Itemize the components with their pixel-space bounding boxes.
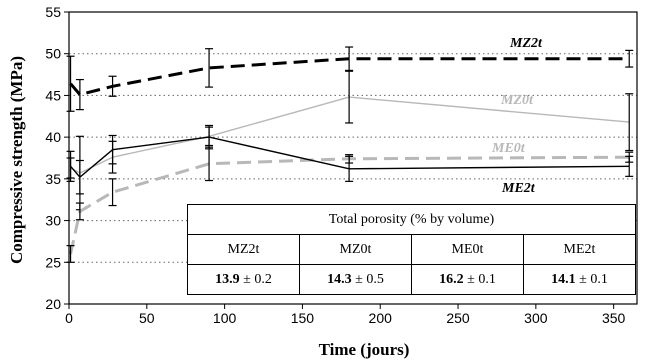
x-axis-title: Time (jours) (319, 340, 410, 359)
series-label-me0t: ME0t (491, 141, 526, 156)
x-tick-label: 350 (602, 310, 626, 326)
table-cell: 14.1 ± 0.1 (523, 264, 636, 295)
table-col-header: MZ0t (299, 234, 412, 265)
porosity-value: 13.9 (215, 271, 240, 287)
series-label-mz0t: MZ0t (500, 93, 534, 108)
x-tick-label: 250 (446, 310, 470, 326)
table-cell: 13.9 ± 0.2 (187, 264, 300, 295)
x-tick-label: 0 (65, 310, 73, 326)
porosity-error: ± 0.2 (243, 271, 272, 287)
table-cell: 16.2 ± 0.1 (411, 264, 524, 295)
table-col-header: ME2t (523, 234, 636, 265)
y-tick-label: 30 (45, 213, 61, 229)
porosity-table: Total porosity (% by volume) MZ2t MZ0t M… (187, 204, 636, 295)
table-title: Total porosity (% by volume) (187, 204, 636, 235)
y-tick-label: 35 (45, 171, 61, 187)
y-tick-label: 45 (45, 87, 61, 103)
table-cell: 14.3 ± 0.5 (299, 264, 412, 295)
porosity-value: 16.2 (439, 271, 464, 287)
table-header-row: Total porosity (% by volume) (187, 204, 636, 235)
series-label-mz2t: MZ2t (509, 36, 543, 51)
porosity-error: ± 0.1 (579, 271, 608, 287)
x-tick-label: 200 (369, 310, 393, 326)
porosity-error: ± 0.5 (355, 271, 384, 287)
x-tick-label: 100 (213, 310, 237, 326)
series-label-me2t: ME2t (501, 181, 536, 196)
table-col-header: ME0t (411, 234, 524, 265)
x-tick-label: 300 (524, 310, 548, 326)
series-line-mz2t (69, 57, 630, 97)
series-line-me2t (70, 136, 630, 179)
y-axis-title: Compressive strength (MPa) (7, 56, 26, 264)
x-tick-label: 50 (139, 310, 155, 326)
table-row: MZ2t MZ0t ME0t ME2t (187, 234, 636, 265)
y-tick-label: 55 (45, 4, 61, 20)
porosity-value: 14.1 (551, 271, 576, 287)
y-tick-label: 25 (45, 254, 61, 270)
series-line-mz0t (70, 96, 630, 174)
porosity-error: ± 0.1 (467, 271, 496, 287)
y-tick-label: 20 (45, 296, 61, 312)
plot-frame (68, 11, 638, 305)
table-row: 13.9 ± 0.2 14.3 ± 0.5 16.2 ± 0.1 14.1 ± … (187, 264, 636, 295)
y-tick-label: 50 (45, 46, 61, 62)
x-tick-label: 150 (291, 310, 315, 326)
y-tick-label: 40 (45, 129, 61, 145)
series-line-me0t (69, 155, 630, 255)
table-col-header: MZ2t (187, 234, 300, 265)
porosity-value: 14.3 (327, 271, 352, 287)
